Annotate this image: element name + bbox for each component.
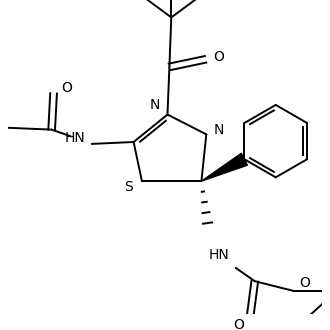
- Text: O: O: [233, 318, 244, 330]
- Polygon shape: [201, 153, 248, 181]
- Text: N: N: [214, 122, 224, 137]
- Text: O: O: [214, 50, 224, 64]
- Text: HN: HN: [208, 248, 229, 261]
- Text: HN: HN: [64, 131, 85, 145]
- Text: S: S: [124, 180, 133, 194]
- Text: O: O: [61, 81, 72, 95]
- Text: O: O: [299, 276, 310, 290]
- Text: N: N: [150, 98, 160, 112]
